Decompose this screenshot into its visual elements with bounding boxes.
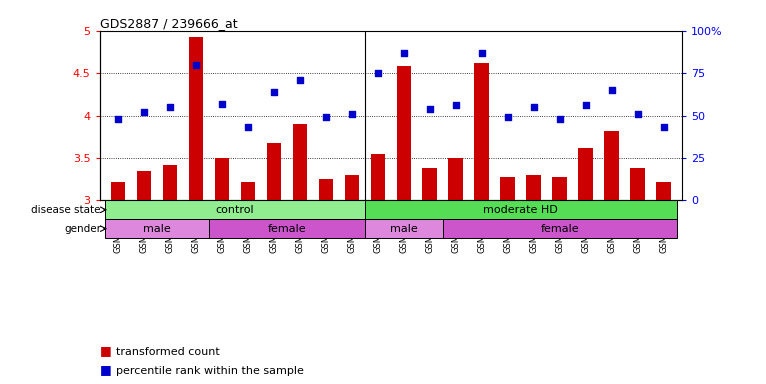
Text: gender: gender [64, 223, 101, 233]
Text: control: control [215, 205, 254, 215]
Bar [293, 124, 307, 200]
Bar [500, 177, 515, 200]
Text: percentile rank within the sample: percentile rank within the sample [116, 366, 304, 376]
Point [579, 102, 591, 108]
Point [657, 124, 669, 131]
Bar [578, 148, 593, 200]
Point [631, 111, 643, 117]
Point [164, 104, 176, 110]
Text: female: female [540, 223, 579, 233]
Bar [371, 154, 385, 200]
Text: disease state: disease state [31, 205, 101, 215]
Bar [526, 175, 541, 200]
Bar [630, 168, 645, 200]
Text: male: male [390, 223, 417, 233]
Bar [105, 200, 365, 219]
Bar [105, 219, 208, 238]
Point [190, 61, 202, 68]
Bar [423, 168, 437, 200]
Point [345, 111, 358, 117]
Point [267, 89, 280, 95]
Point [215, 101, 228, 107]
Bar [136, 170, 151, 200]
Text: ■: ■ [100, 363, 111, 376]
Text: transformed count: transformed count [116, 347, 220, 357]
Point [319, 114, 332, 120]
Bar [365, 200, 676, 219]
Bar [188, 36, 203, 200]
Point [241, 124, 254, 131]
Bar [474, 63, 489, 200]
Bar [448, 158, 463, 200]
Point [138, 109, 150, 115]
Bar [397, 66, 411, 200]
Point [112, 116, 124, 122]
Bar [345, 175, 358, 200]
Point [528, 104, 540, 110]
Bar [443, 219, 676, 238]
Bar [319, 179, 333, 200]
Text: GDS2887 / 239666_at: GDS2887 / 239666_at [100, 17, 237, 30]
Bar [365, 219, 443, 238]
Bar [552, 177, 567, 200]
Point [605, 87, 617, 93]
Point [293, 77, 306, 83]
Point [398, 50, 410, 56]
Bar [267, 143, 281, 200]
Text: female: female [267, 223, 306, 233]
Text: male: male [143, 223, 171, 233]
Point [476, 50, 488, 56]
Bar [604, 131, 619, 200]
Bar [656, 182, 671, 200]
Bar [241, 182, 255, 200]
Text: ■: ■ [100, 344, 111, 357]
Point [372, 70, 384, 76]
Point [554, 116, 566, 122]
Point [502, 114, 514, 120]
Point [450, 102, 462, 108]
Bar [214, 158, 229, 200]
Bar [110, 182, 125, 200]
Bar [208, 219, 365, 238]
Bar [162, 165, 177, 200]
Point [424, 106, 436, 112]
Text: moderate HD: moderate HD [483, 205, 558, 215]
